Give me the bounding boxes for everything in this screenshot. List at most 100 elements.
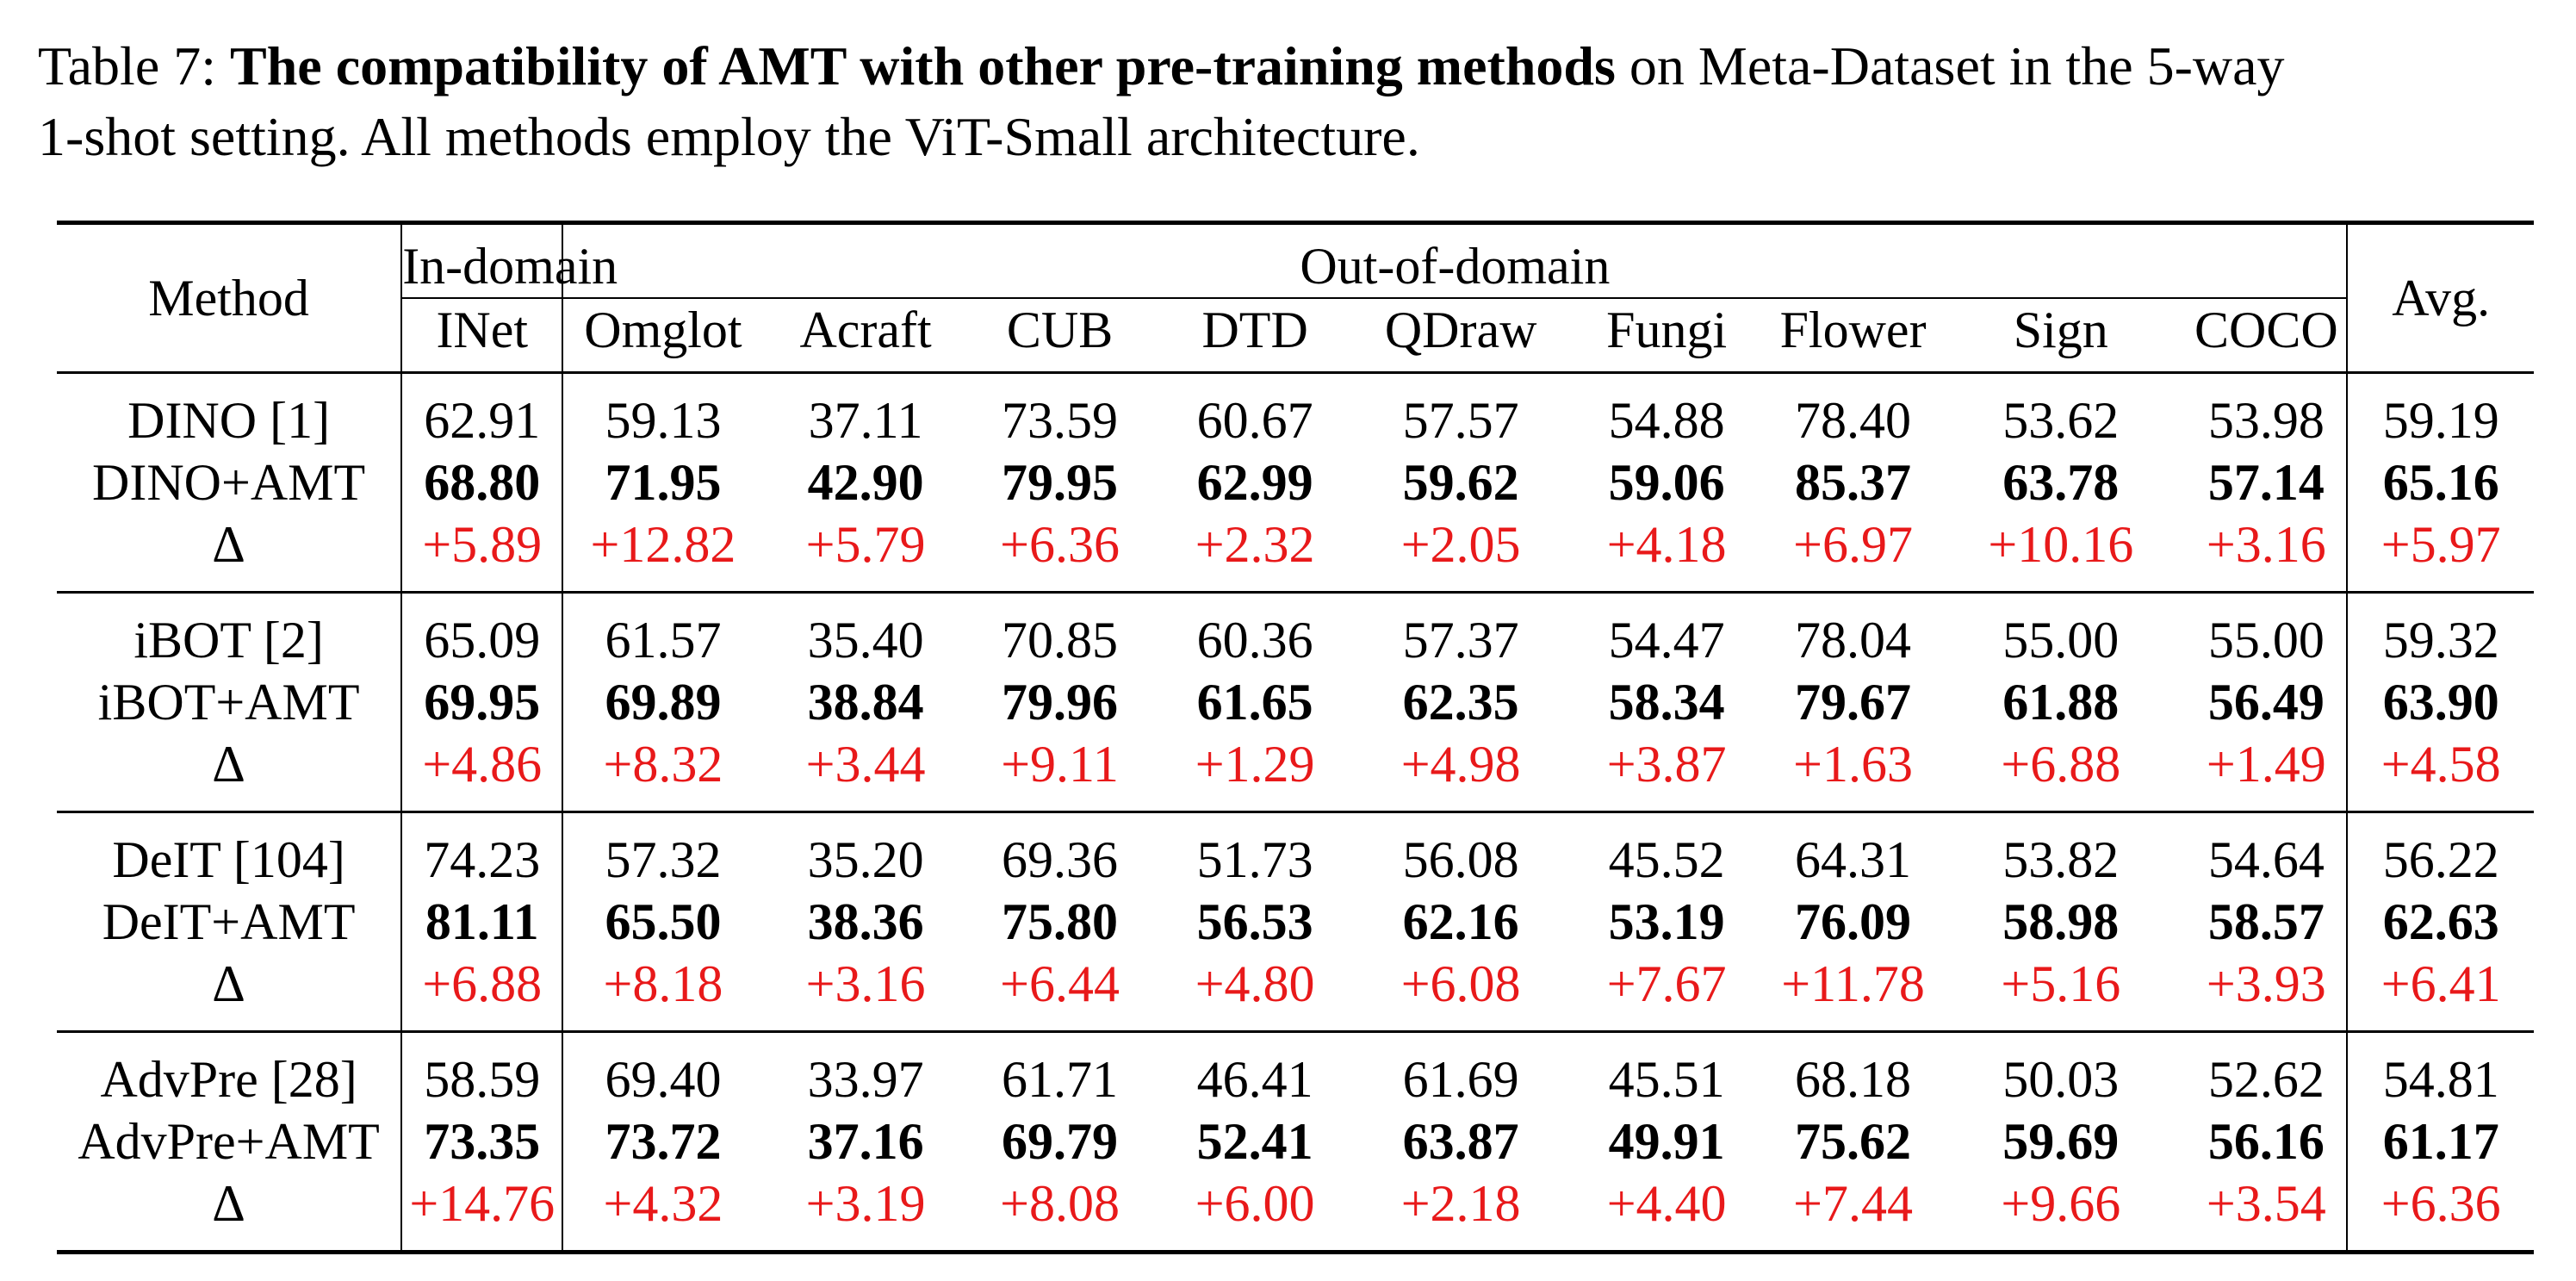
value-cell-cub: 69.79 [1002,1113,1119,1170]
value-cell-avg: 59.32 [2347,591,2534,671]
value-cell-dtd: 60.67 [1196,392,1313,449]
value-cell-flower: 79.67 [1795,674,1912,731]
value-cell-acraft: 35.40 [762,591,969,671]
col-header-acraft: Acraft [762,298,969,374]
value-cell-acraft: 35.20 [762,811,969,891]
value-cell-flower: 76.09 [1795,893,1912,950]
value-cell-avg: 56.22 [2347,811,2534,891]
col-header-qdraw: QDraw [1358,298,1563,374]
value-cell-inet: +4.86 [401,733,564,812]
value-cell-inet: 65.09 [401,591,564,671]
caption-bold-title: The compatibility of AMT with other pre-… [230,35,1616,96]
value-cell-acraft: 37.16 [807,1113,924,1170]
method-cell: DINO [1] [57,372,403,451]
value-cell-sign: 59.69 [2002,1113,2120,1170]
value-cell-coco: 56.16 [2186,1110,2349,1172]
value-cell-omglot: 69.89 [605,674,722,731]
table-group-2: iBOT [2] 65.09 61.57 35.40 70.85 60.36 57.37 54… [57,591,2534,812]
method-cell: DeIT [104] [57,811,403,891]
value-cell-coco: 54.64 [2186,811,2349,891]
value-cell-acraft: +3.44 [805,736,926,793]
value-cell-avg: 61.17 [2382,1113,2499,1170]
value-cell-inet: +5.89 [401,513,564,593]
value-cell-sign: 53.82 [1935,811,2187,891]
value-cell-fungi: +4.18 [1606,516,1727,573]
value-cell-avg: +4.58 [2380,736,2501,793]
value-cell-acraft: 42.90 [807,454,924,511]
value-cell-coco: +3.16 [2186,513,2349,593]
delta-row: Δ +4.86 +8.32 +3.44 +9.11 +1.29 +4.98 +3.87 +1.6… [57,733,2534,812]
header-avg: Avg. [2347,221,2534,374]
value-cell-fungi: 45.51 [1562,1030,1771,1110]
value-cell-sign: +10.16 [1988,516,2134,573]
col-header-dtd: DTD [1151,298,1359,374]
method-cell: Δ [57,1172,403,1254]
value-cell-qdraw: 57.37 [1358,591,1563,671]
value-cell-flower: +11.78 [1781,955,1925,1012]
value-cell-inet: 69.95 [401,671,564,733]
value-cell-dtd: 51.73 [1151,811,1359,891]
delta-row: Δ +14.76 +4.32 +3.19 +8.08 +6.00 +2.18 +4.40 +7.… [57,1172,2534,1254]
value-cell-fungi: +4.40 [1562,1172,1771,1254]
value-cell-qdraw: 57.57 [1402,392,1519,449]
value-cell-avg: 54.81 [2347,1030,2534,1110]
value-cell-coco: 52.62 [2186,1030,2349,1110]
value-cell-sign: 55.00 [1935,591,2187,671]
col-header-fungi: Fungi [1562,298,1771,374]
header-in-domain: In-domain [401,221,618,299]
value-cell-sign: +9.66 [1935,1172,2187,1254]
value-cell-qdraw: +2.05 [1400,516,1521,573]
value-cell-inet: 74.23 [401,811,564,891]
value-cell-flower: 85.37 [1795,454,1912,511]
value-cell-coco: +1.49 [2186,733,2349,812]
col-header-sign: Sign [1935,298,2187,374]
value-cell-fungi: +7.67 [1606,955,1727,1012]
value-cell-omglot: +8.32 [603,736,723,793]
value-cell-omglot: 57.32 [562,811,763,891]
col-header-cub: CUB [968,298,1151,374]
value-cell-dtd: 62.99 [1196,454,1313,511]
method-cell: Δ [57,513,403,593]
value-cell-qdraw: +2.18 [1358,1172,1563,1254]
table-group-1: DINO [1] 62.91 59.13 37.11 73.59 60.67 57.57 54… [57,372,2534,593]
col-header-omglot: Omglot [562,298,763,374]
col-header-coco: COCO [2186,298,2349,374]
table-group-3: DeIT [104] 74.23 57.32 35.20 69.36 51.73 56.08… [57,811,2534,1032]
value-cell-omglot: +8.18 [603,955,723,1012]
value-cell-avg: 62.63 [2382,893,2499,950]
value-cell-dtd: +6.00 [1151,1172,1359,1254]
method-cell: AdvPre [28] [57,1030,403,1110]
value-cell-flower: +7.44 [1770,1172,1936,1254]
value-cell-fungi: 45.52 [1562,811,1771,891]
value-cell-inet: +6.88 [401,953,564,1032]
value-cell-avg: 63.90 [2382,674,2499,731]
value-cell-dtd: 60.36 [1151,591,1359,671]
value-cell-inet: 68.80 [401,451,564,513]
value-cell-avg: +6.36 [2347,1172,2534,1254]
value-cell-omglot: +4.32 [562,1172,763,1254]
value-cell-fungi: 59.06 [1608,454,1725,511]
value-cell-coco: 53.98 [2186,372,2349,451]
header-method: Method [57,221,403,374]
value-cell-flower: 75.62 [1795,1113,1912,1170]
results-table: Method In-domain Out-of-domain Avg. INet… [57,221,2534,1254]
value-cell-sign: 53.62 [2002,392,2120,449]
value-cell-inet: 73.35 [401,1110,564,1172]
value-cell-fungi: 54.88 [1608,392,1725,449]
value-cell-fungi: 54.47 [1562,591,1771,671]
value-cell-avg: 65.16 [2382,454,2499,511]
value-cell-dtd: 46.41 [1151,1030,1359,1110]
delta-row: Δ +5.89 +12.82 +5.79 +6.36 +2.32 +2.05 +4.18 +6.… [57,513,2534,593]
value-cell-cub: 70.85 [968,591,1151,671]
value-cell-qdraw: 62.35 [1402,674,1519,731]
value-cell-flower: 78.40 [1795,392,1912,449]
table-group-4: AdvPre [28] 58.59 69.40 33.97 61.71 46.41 61.6… [57,1030,2534,1254]
value-cell-acraft: +3.19 [762,1172,969,1254]
value-cell-avg: 59.19 [2382,392,2499,449]
value-cell-acraft: 38.36 [807,893,924,950]
value-cell-dtd: 52.41 [1196,1113,1313,1170]
value-cell-coco: +3.93 [2186,953,2349,1032]
value-cell-coco: +3.54 [2186,1172,2349,1254]
value-cell-flower: +6.97 [1793,516,1913,573]
method-cell: DINO+AMT [57,451,403,513]
